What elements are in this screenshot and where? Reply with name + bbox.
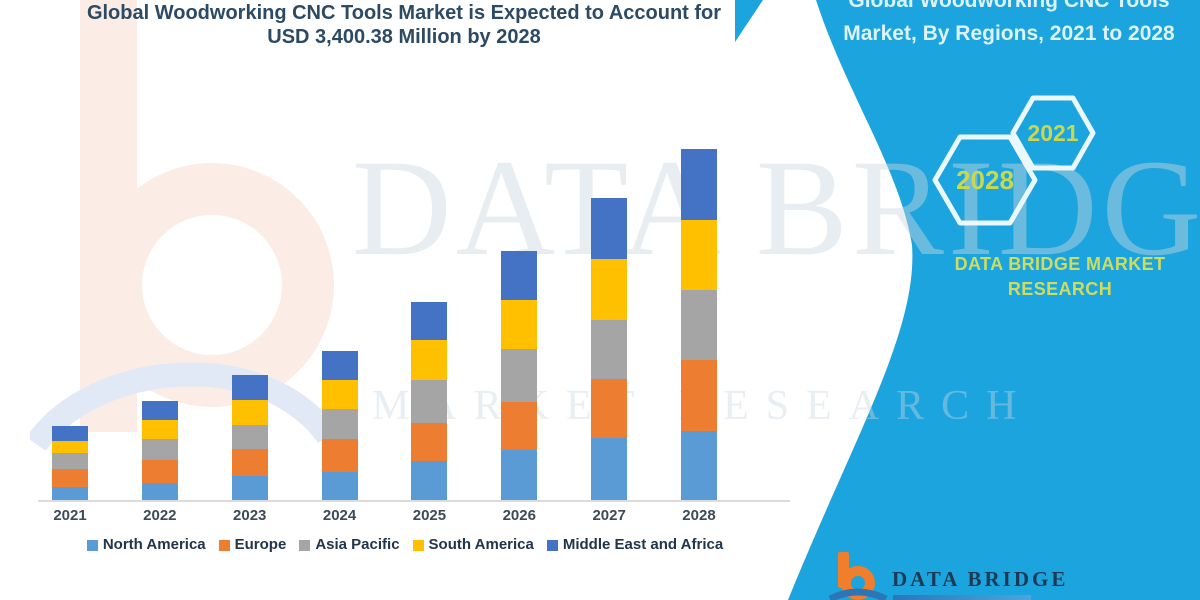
bar-segment-north-america-2027 [591, 438, 628, 500]
bar-segment-europe-2025 [411, 423, 448, 461]
legend-swatch-asia-pacific [299, 539, 311, 551]
legend-label: North America [102, 536, 206, 553]
banner-brand-text: DATA BRIDGE MARKET RESEARCH [920, 252, 1200, 302]
bar-segment-middle-east-and-africa-2027 [591, 198, 628, 259]
x-axis-label-2022: 2022 [143, 507, 177, 524]
bar-segment-europe-2026 [501, 402, 538, 450]
bar-segment-europe-2027 [591, 379, 628, 438]
bar-segment-south-america-2021 [52, 441, 88, 453]
hexagon-badges: 2021 2028 [932, 95, 1096, 226]
bar-segment-europe-2023 [231, 449, 268, 476]
watermark-market-research-text: MARKET RESEARCH [372, 383, 1034, 429]
bar-segment-north-america-2026 [501, 450, 538, 500]
bar-segment-south-america-2025 [411, 340, 448, 380]
bar-segment-south-america-2028 [680, 220, 717, 290]
hexagon-2028-label: 2028 [956, 165, 1014, 195]
legend-item-north-america: North America [86, 536, 206, 553]
bar-segment-middle-east-and-africa-2024 [321, 351, 358, 380]
footer-brand-name: DATA BRIDGE [892, 567, 1069, 591]
x-axis-label-2026: 2026 [502, 507, 536, 524]
bar-segment-middle-east-and-africa-2022 [141, 401, 178, 420]
bar-segment-asia-pacific-2024 [321, 409, 358, 439]
bar-segment-middle-east-and-africa-2021 [52, 426, 88, 441]
banner-brand-line2: RESEARCH [1007, 279, 1113, 299]
legend-swatch-north-america [86, 539, 98, 551]
bar-segment-europe-2021 [52, 469, 88, 487]
banner-heading: Global Woodworking CNC Tools Market, By … [818, 0, 1200, 50]
bar-segment-europe-2024 [321, 439, 358, 472]
legend-item-europe: Europe [218, 536, 287, 553]
chart-title: Global Woodworking CNC Tools Market is E… [28, 1, 780, 49]
legend-label: Asia Pacific [315, 536, 400, 553]
watermark-databridge-logo-icon [30, 0, 338, 452]
legend-item-middle-east-and-africa: Middle East and Africa [546, 536, 724, 553]
x-axis-label-2024: 2024 [322, 507, 357, 524]
x-axis-label-2027: 2027 [592, 507, 626, 524]
bar-segment-south-america-2023 [231, 400, 268, 425]
bar-segment-middle-east-and-africa-2023 [231, 375, 268, 400]
x-axis-label-2025: 2025 [412, 507, 447, 524]
databridge-logo-icon [828, 552, 888, 600]
bar-segment-asia-pacific-2026 [501, 349, 538, 402]
bar-segment-north-america-2028 [680, 431, 717, 500]
bar-segment-south-america-2022 [141, 420, 178, 439]
legend-item-asia-pacific: Asia Pacific [299, 536, 400, 553]
x-axis-label-2028: 2028 [682, 507, 716, 524]
legend-swatch-middle-east-and-africa [546, 539, 558, 551]
bar-segment-south-america-2026 [501, 300, 538, 349]
footer-brand-strip [893, 595, 1031, 600]
legend-label: South America [428, 536, 534, 553]
x-axis-label-2023: 2023 [233, 507, 267, 524]
legend-label: Middle East and Africa [562, 536, 724, 553]
bar-segment-north-america-2022 [141, 483, 178, 500]
bar-segment-asia-pacific-2028 [680, 290, 717, 360]
bar-segment-north-america-2023 [231, 476, 268, 500]
bar-segment-asia-pacific-2022 [141, 439, 178, 460]
x-axis-line [38, 500, 790, 502]
hexagon-2021-label: 2021 [1027, 120, 1078, 146]
legend-label: Europe [234, 536, 287, 553]
bar-segment-middle-east-and-africa-2025 [411, 302, 448, 340]
bar-segment-asia-pacific-2021 [52, 453, 88, 469]
bar-segment-europe-2028 [680, 360, 717, 431]
watermark-logo-stem [80, 0, 137, 432]
chart-title-line1: Global Woodworking CNC Tools Market is E… [86, 2, 722, 24]
chart-title-line2: USD 3,400.38 Million by 2028 [267, 26, 541, 48]
bar-segment-south-america-2027 [591, 259, 628, 320]
bar-segment-asia-pacific-2025 [411, 380, 448, 423]
bar-segment-north-america-2021 [52, 487, 88, 500]
banner-heading-line2: Market, By Regions, 2021 to 2028 [843, 22, 1175, 45]
legend-item-south-america: South America [412, 536, 534, 553]
bar-segment-asia-pacific-2027 [591, 320, 628, 379]
bar-segment-south-america-2024 [321, 380, 358, 409]
banner-heading-line1: Global Woodworking CNC Tools [848, 0, 1170, 12]
banner-brand-line1: DATA BRIDGE MARKET [954, 254, 1166, 274]
x-axis-label-2021: 2021 [53, 507, 87, 524]
watermark-logo-bowl [90, 163, 334, 407]
watermark-logo-swoosh [30, 362, 338, 452]
legend-swatch-europe [218, 539, 230, 551]
chart-legend: North America Europe Asia Pacific South Ame… [30, 536, 780, 553]
bar-segment-north-america-2024 [321, 472, 358, 500]
bar-segment-europe-2022 [141, 460, 178, 483]
bar-segment-asia-pacific-2023 [231, 425, 268, 449]
bar-segment-middle-east-and-africa-2026 [501, 251, 538, 300]
bar-segment-middle-east-and-africa-2028 [680, 149, 717, 220]
bar-segment-north-america-2025 [411, 461, 448, 500]
legend-swatch-south-america [412, 539, 424, 551]
